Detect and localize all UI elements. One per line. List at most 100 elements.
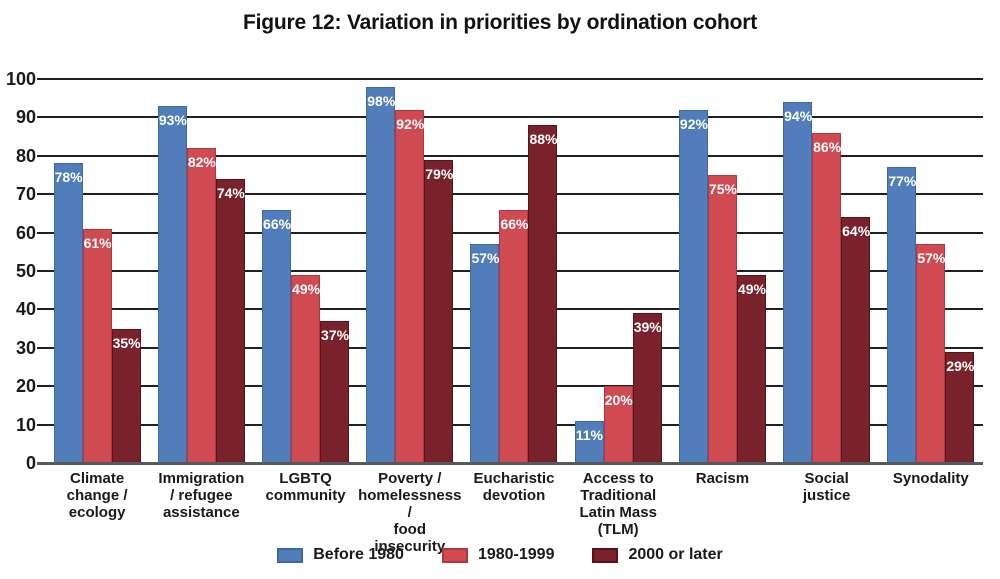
y-axis-tick-label: 80 [15,145,36,166]
bar-value-label: 57% [471,250,500,267]
bar-value-label: 75% [708,181,737,197]
y-axis-tick-label: 50 [15,261,36,281]
y-axis-tick-label: 0 [25,453,36,473]
bar: 49% [736,274,766,463]
legend-item: Before 1980 [277,547,404,563]
legend-label: 2000 or later [628,546,723,563]
bar: 20% [603,386,633,463]
y-axis: 0 10 20 30 40 50 60 70 80 90 100 [0,70,36,472]
bar: 92% [678,109,708,463]
bar-group: 93% 82% 74% [149,105,253,463]
gridline [45,116,983,119]
x-axis-category-label: Eucharistic devotion [473,470,555,504]
bar-value-label: 79% [425,165,454,182]
y-axis-tick [37,308,45,311]
bar-value-label: 77% [888,173,917,190]
bar: 37% [320,320,349,463]
bar: 88% [528,125,558,463]
bar: 75% [707,175,737,463]
bar-value-label: 66% [263,215,292,232]
bar-group: 78% 61% 35% [45,163,149,463]
y-axis-tick [37,270,45,272]
bar-value-label: 49% [292,280,321,297]
legend-item: 1980-1999 [441,546,555,563]
bar-group: 77% 57% 29% [879,167,983,463]
bar: 74% [215,178,245,463]
gridline [45,78,983,80]
x-axis-category-label: Immigration / refugee assistance [158,470,245,521]
legend-label: Before 1980 [313,546,404,563]
y-axis-tick [37,385,45,388]
plot-area: 78% 61% 35% 93% 82% 74% 66% 49% 37% 98% 92% 79% 57% 6… [37,78,983,465]
x-axis-category-label: Climate change / ecology [66,470,128,521]
bar: 94% [783,102,812,463]
gridline [45,154,983,157]
x-axis-line [37,462,983,465]
y-axis-tick [37,154,45,157]
bar: 86% [812,132,842,463]
y-axis-tick-label: 100 [5,69,36,89]
bar-value-label: 86% [813,138,842,155]
bar-group: 94% 86% 64% [775,102,879,463]
bar-value-label: 98% [367,92,396,109]
legend-swatch [592,547,619,563]
bar: 66% [262,209,292,463]
bar-group: 92% 75% 49% [670,109,774,463]
y-axis-tick [37,231,45,234]
bar: 39% [632,313,662,463]
bar: 79% [424,159,454,463]
bar-value-label: 64% [842,223,871,240]
y-axis-tick-label: 90 [15,107,36,128]
bar: 92% [395,109,424,463]
y-axis-tick [37,193,45,196]
bar: 64% [841,217,870,463]
legend-swatch [441,547,468,563]
bar: 11% [574,420,604,463]
gridline [45,193,983,196]
x-axis-labels: Climate change / ecology Immigration / re… [45,470,983,555]
bar: 78% [53,163,83,463]
bar: 66% [499,209,529,463]
bar-group: 66% 49% 37% [253,209,357,463]
y-axis-tick-label: 70 [15,184,36,205]
bar: 98% [366,86,396,463]
y-axis-tick-label: 60 [15,222,36,243]
bar: 49% [291,274,321,463]
bar-value-label: 78% [54,169,83,186]
bar-groups: 78% 61% 35% 93% 82% 74% 66% 49% 37% 98% 92% 79% 57% 6… [45,79,983,463]
bar-value-label: 88% [529,131,558,148]
x-axis-category-label: Access to Traditional Latin Mass (TLM) [579,470,657,538]
bar-value-label: 39% [633,319,662,336]
x-axis-category-label: Synodality [892,470,969,487]
bar-value-label: 49% [737,280,766,297]
bar: 82% [186,148,216,463]
y-axis-tick [37,116,45,119]
bar-value-label: 93% [158,111,187,128]
y-axis-tick-label: 20 [15,376,36,397]
y-axis-tick [37,423,45,426]
bar: 61% [82,228,112,463]
bar: 35% [111,328,141,463]
bar-value-label: 61% [83,234,112,251]
bar-value-label: 11% [575,426,603,443]
bar-value-label: 66% [500,215,529,232]
x-axis-category-label: Racism [695,470,750,487]
bar-group: 11% 20% 39% [566,313,670,463]
y-axis-tick-label: 30 [15,337,36,358]
legend-item: 2000 or later [592,546,723,563]
bar-group: 57% 66% 88% [462,125,566,463]
legend-swatch [277,547,304,563]
chart-title: Figure 12: Variation in priorities by or… [242,11,758,34]
bar-value-label: 74% [216,184,245,201]
y-axis-tick [37,78,45,80]
bar: 57% [470,244,500,463]
bar-value-label: 35% [112,334,141,351]
bar-value-label: 82% [187,154,216,171]
legend-label: 1980-1999 [477,546,555,563]
bar-value-label: 94% [784,108,813,125]
x-axis-category-label: Social justice [802,470,851,504]
bar-group: 98% 92% 79% [358,86,462,463]
bar: 29% [945,351,974,463]
bar-value-label: 20% [604,392,633,409]
